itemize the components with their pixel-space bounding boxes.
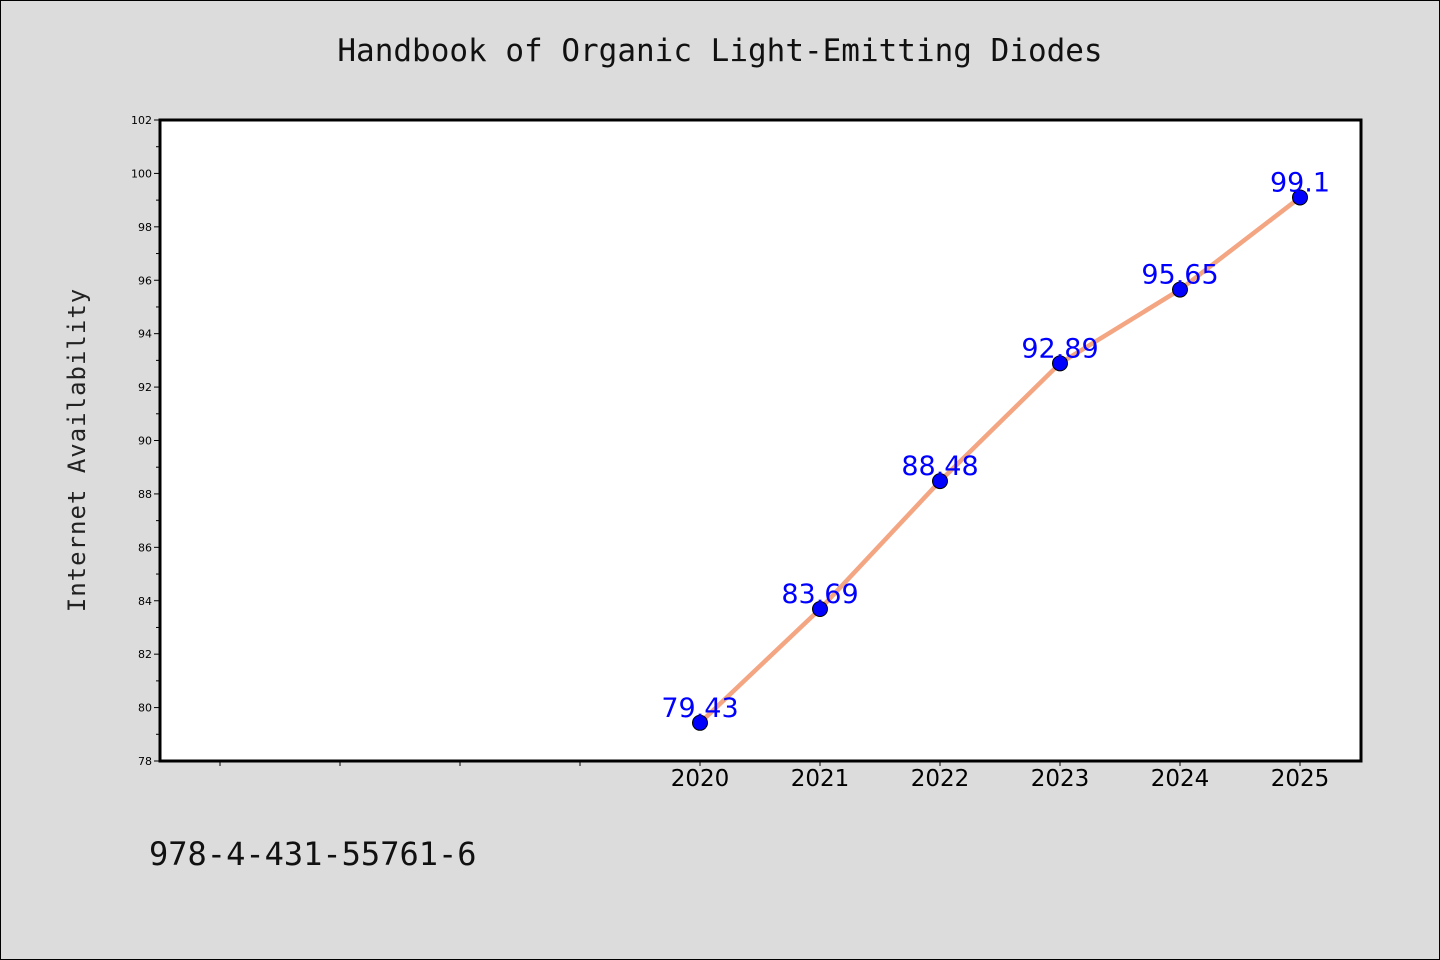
- y-tick-label: 92: [138, 381, 152, 394]
- x-tick-label: 2024: [1151, 766, 1210, 792]
- y-tick-label: 80: [138, 702, 152, 715]
- y-tick-label: 98: [138, 221, 152, 234]
- y-tick-label: 96: [138, 274, 152, 287]
- y-tick-label: 88: [138, 488, 152, 501]
- isbn-code: 978-4-431-55761-6: [149, 835, 477, 873]
- x-tick-label: 2023: [1031, 766, 1090, 792]
- y-tick-label: 78: [138, 755, 152, 768]
- y-tick-label: 84: [138, 595, 152, 608]
- y-tick-label: 86: [138, 541, 152, 554]
- plot-background: [160, 120, 1361, 761]
- y-tick-label: 100: [131, 167, 152, 180]
- x-tick-label: 2021: [791, 766, 850, 792]
- data-point: [692, 714, 708, 731]
- series-line: [697, 195, 1303, 726]
- data-label: 88.48: [901, 451, 978, 482]
- data-point: [1052, 355, 1068, 372]
- x-tick-label: 2025: [1271, 766, 1330, 792]
- y-tick-label: 102: [131, 114, 152, 127]
- y-tick-label: 94: [138, 328, 152, 341]
- plot-frame: [158, 118, 1363, 763]
- data-point: [1292, 189, 1308, 206]
- data-label: 99.1: [1270, 167, 1330, 198]
- data-point: [932, 473, 948, 490]
- data-label: 95.65: [1141, 260, 1218, 291]
- data-label: 79.43: [661, 693, 738, 724]
- y-tick-label: 90: [138, 435, 152, 448]
- x-tick-label: 2022: [911, 766, 970, 792]
- chart-title: Handbook of Organic Light-Emitting Diode…: [337, 33, 1103, 69]
- data-point: [1172, 281, 1188, 298]
- data-label: 83.69: [781, 579, 858, 610]
- data-point: [812, 601, 828, 618]
- data-label: 92.89: [1021, 333, 1098, 364]
- y-tick-label: 82: [138, 648, 152, 661]
- x-tick-label: 2020: [671, 766, 730, 792]
